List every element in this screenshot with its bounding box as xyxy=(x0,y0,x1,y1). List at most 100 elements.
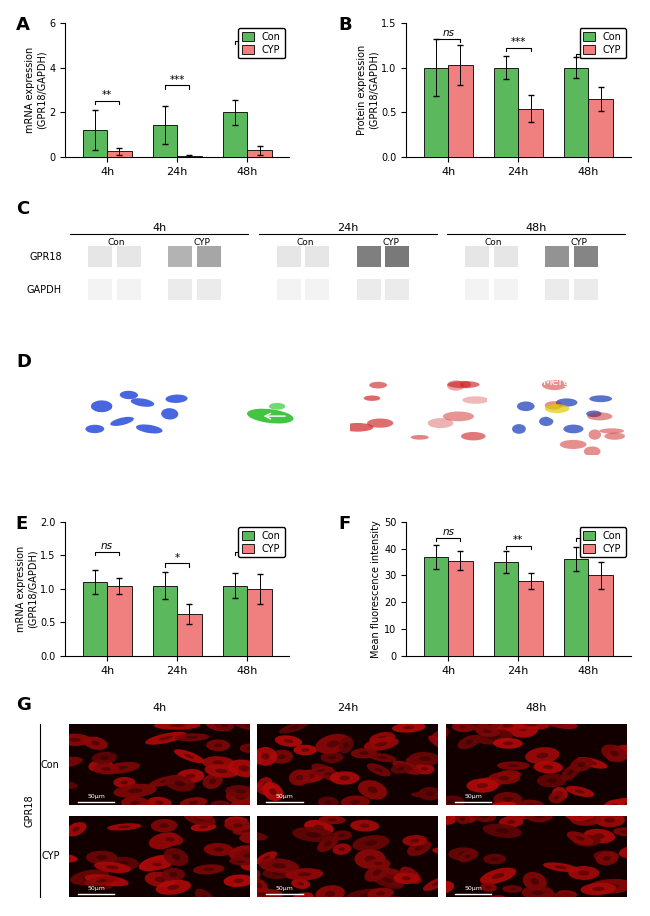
Ellipse shape xyxy=(103,762,140,774)
Ellipse shape xyxy=(432,847,456,855)
Ellipse shape xyxy=(86,851,118,865)
Ellipse shape xyxy=(370,872,404,889)
Ellipse shape xyxy=(564,425,584,433)
Bar xyxy=(494,562,518,656)
Ellipse shape xyxy=(365,856,376,863)
Ellipse shape xyxy=(608,812,620,816)
Text: ***: *** xyxy=(170,75,185,85)
Text: 48h: 48h xyxy=(526,223,547,233)
Ellipse shape xyxy=(461,432,486,441)
Ellipse shape xyxy=(556,398,577,407)
Ellipse shape xyxy=(599,429,624,433)
Ellipse shape xyxy=(149,833,179,849)
Ellipse shape xyxy=(564,892,571,895)
Ellipse shape xyxy=(233,823,242,827)
Ellipse shape xyxy=(241,828,251,832)
Bar xyxy=(177,615,202,656)
Ellipse shape xyxy=(486,886,491,889)
Ellipse shape xyxy=(560,440,586,449)
Ellipse shape xyxy=(621,830,629,834)
Ellipse shape xyxy=(234,849,263,863)
Ellipse shape xyxy=(452,722,474,732)
Legend: Con, CYP: Con, CYP xyxy=(239,527,285,558)
Ellipse shape xyxy=(237,860,245,863)
Text: **: ** xyxy=(583,44,593,53)
Ellipse shape xyxy=(138,855,175,871)
Ellipse shape xyxy=(411,435,429,440)
Ellipse shape xyxy=(263,856,270,860)
Ellipse shape xyxy=(283,739,293,743)
Ellipse shape xyxy=(203,867,214,871)
Ellipse shape xyxy=(309,767,333,775)
Ellipse shape xyxy=(489,802,518,814)
Ellipse shape xyxy=(426,791,434,796)
Text: 10μm: 10μm xyxy=(222,443,240,449)
Text: 10μm: 10μm xyxy=(364,443,382,449)
Ellipse shape xyxy=(486,721,493,725)
Ellipse shape xyxy=(448,800,456,804)
Ellipse shape xyxy=(402,765,411,770)
Ellipse shape xyxy=(186,736,198,738)
Text: ns: ns xyxy=(101,541,113,551)
Ellipse shape xyxy=(476,730,513,745)
Ellipse shape xyxy=(157,833,183,845)
Bar xyxy=(153,125,177,157)
Ellipse shape xyxy=(515,800,545,813)
Ellipse shape xyxy=(235,790,246,794)
Ellipse shape xyxy=(470,721,479,725)
Ellipse shape xyxy=(439,795,465,808)
Ellipse shape xyxy=(561,764,580,780)
Ellipse shape xyxy=(545,401,562,409)
Text: F: F xyxy=(339,515,351,533)
Ellipse shape xyxy=(138,807,147,811)
Ellipse shape xyxy=(413,758,422,763)
Bar xyxy=(83,583,107,656)
Ellipse shape xyxy=(200,812,207,816)
Ellipse shape xyxy=(254,747,277,766)
Ellipse shape xyxy=(203,773,222,789)
Ellipse shape xyxy=(532,890,543,895)
Ellipse shape xyxy=(415,845,423,851)
Ellipse shape xyxy=(378,736,387,740)
Ellipse shape xyxy=(319,815,346,824)
Ellipse shape xyxy=(256,851,277,865)
Ellipse shape xyxy=(92,752,117,764)
Bar xyxy=(223,113,248,157)
Ellipse shape xyxy=(270,749,293,764)
Ellipse shape xyxy=(369,732,395,745)
Ellipse shape xyxy=(480,814,488,818)
Ellipse shape xyxy=(96,856,107,860)
Ellipse shape xyxy=(257,777,272,791)
Ellipse shape xyxy=(575,836,585,841)
Ellipse shape xyxy=(597,807,632,821)
Ellipse shape xyxy=(358,780,387,800)
Ellipse shape xyxy=(568,866,599,880)
Ellipse shape xyxy=(447,380,464,391)
Ellipse shape xyxy=(269,789,276,795)
Bar xyxy=(588,575,613,656)
Ellipse shape xyxy=(359,751,369,755)
Ellipse shape xyxy=(601,745,627,762)
Ellipse shape xyxy=(367,763,391,777)
Ellipse shape xyxy=(193,809,214,820)
Ellipse shape xyxy=(315,885,345,902)
Ellipse shape xyxy=(530,878,539,885)
Ellipse shape xyxy=(458,735,481,749)
Ellipse shape xyxy=(255,883,262,889)
Ellipse shape xyxy=(372,869,382,876)
Text: 24h: 24h xyxy=(337,223,358,233)
Ellipse shape xyxy=(613,827,636,836)
Ellipse shape xyxy=(420,757,431,761)
Ellipse shape xyxy=(190,823,216,832)
Ellipse shape xyxy=(460,381,471,387)
Ellipse shape xyxy=(509,888,516,890)
Ellipse shape xyxy=(619,845,650,858)
Ellipse shape xyxy=(174,749,204,763)
Ellipse shape xyxy=(415,763,434,774)
Ellipse shape xyxy=(592,887,604,891)
Ellipse shape xyxy=(306,832,321,837)
Ellipse shape xyxy=(285,868,323,880)
Ellipse shape xyxy=(387,874,397,880)
Ellipse shape xyxy=(421,767,428,771)
Ellipse shape xyxy=(250,836,263,840)
